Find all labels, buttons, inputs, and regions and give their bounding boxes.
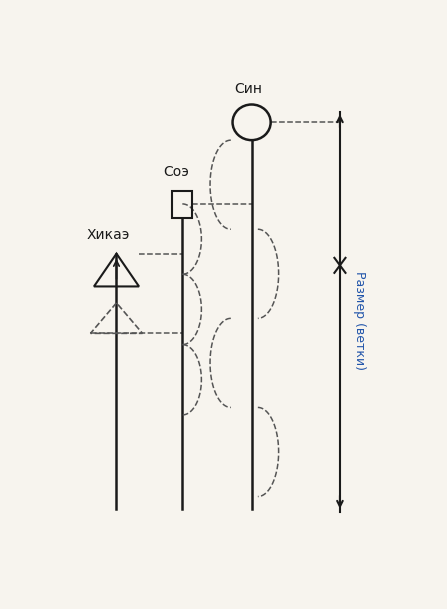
Text: Син: Син: [234, 82, 262, 96]
Bar: [172, 191, 192, 218]
Text: Хикаэ: Хикаэ: [87, 228, 131, 242]
Text: Размер (ветки): Размер (ветки): [353, 272, 366, 370]
Text: Соэ: Соэ: [163, 165, 189, 179]
